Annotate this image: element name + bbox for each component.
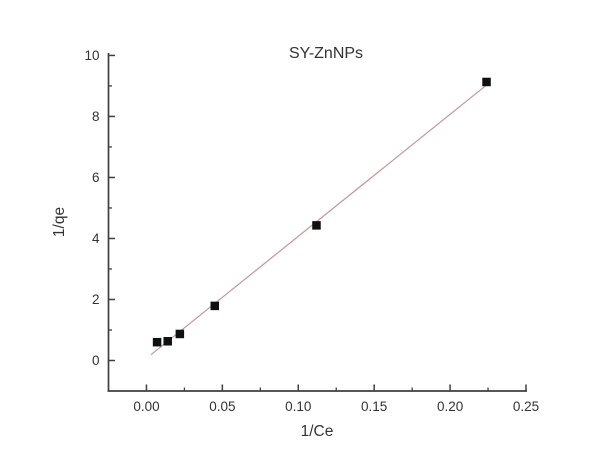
data-point-marker bbox=[312, 221, 321, 230]
x-tick-label: 0.15 bbox=[361, 399, 387, 414]
fit-line bbox=[150, 84, 488, 356]
y-axis-title: 1/qe bbox=[51, 207, 68, 237]
plot-layer: 0.00 0.05 0.10 0.15 0.20 0.25 0 2 4 6 8 10 bbox=[84, 48, 539, 414]
x-tick-label: 0.10 bbox=[285, 399, 311, 414]
data-point-marker bbox=[152, 337, 162, 347]
x-tick-label: 0.20 bbox=[437, 399, 463, 414]
data-point-marker bbox=[175, 329, 185, 339]
x-tick-label: 0.05 bbox=[209, 399, 235, 414]
data-point-marker bbox=[163, 337, 172, 346]
y-tick-label: 8 bbox=[92, 109, 100, 124]
x-tick-label: 0.00 bbox=[133, 399, 159, 414]
y-tick-label: 0 bbox=[92, 353, 100, 368]
x-axis-title: 1/Ce bbox=[301, 423, 334, 440]
chart-title: SY-ZnNPs bbox=[289, 45, 363, 62]
y-tick-label: 2 bbox=[92, 292, 100, 307]
y-tick-label: 6 bbox=[92, 170, 100, 185]
x-tick-label: 0.25 bbox=[513, 399, 539, 414]
data-point-marker bbox=[482, 77, 491, 87]
y-tick-label: 4 bbox=[92, 231, 100, 246]
y-tick-label: 10 bbox=[84, 48, 99, 63]
data-point-marker bbox=[210, 301, 220, 311]
